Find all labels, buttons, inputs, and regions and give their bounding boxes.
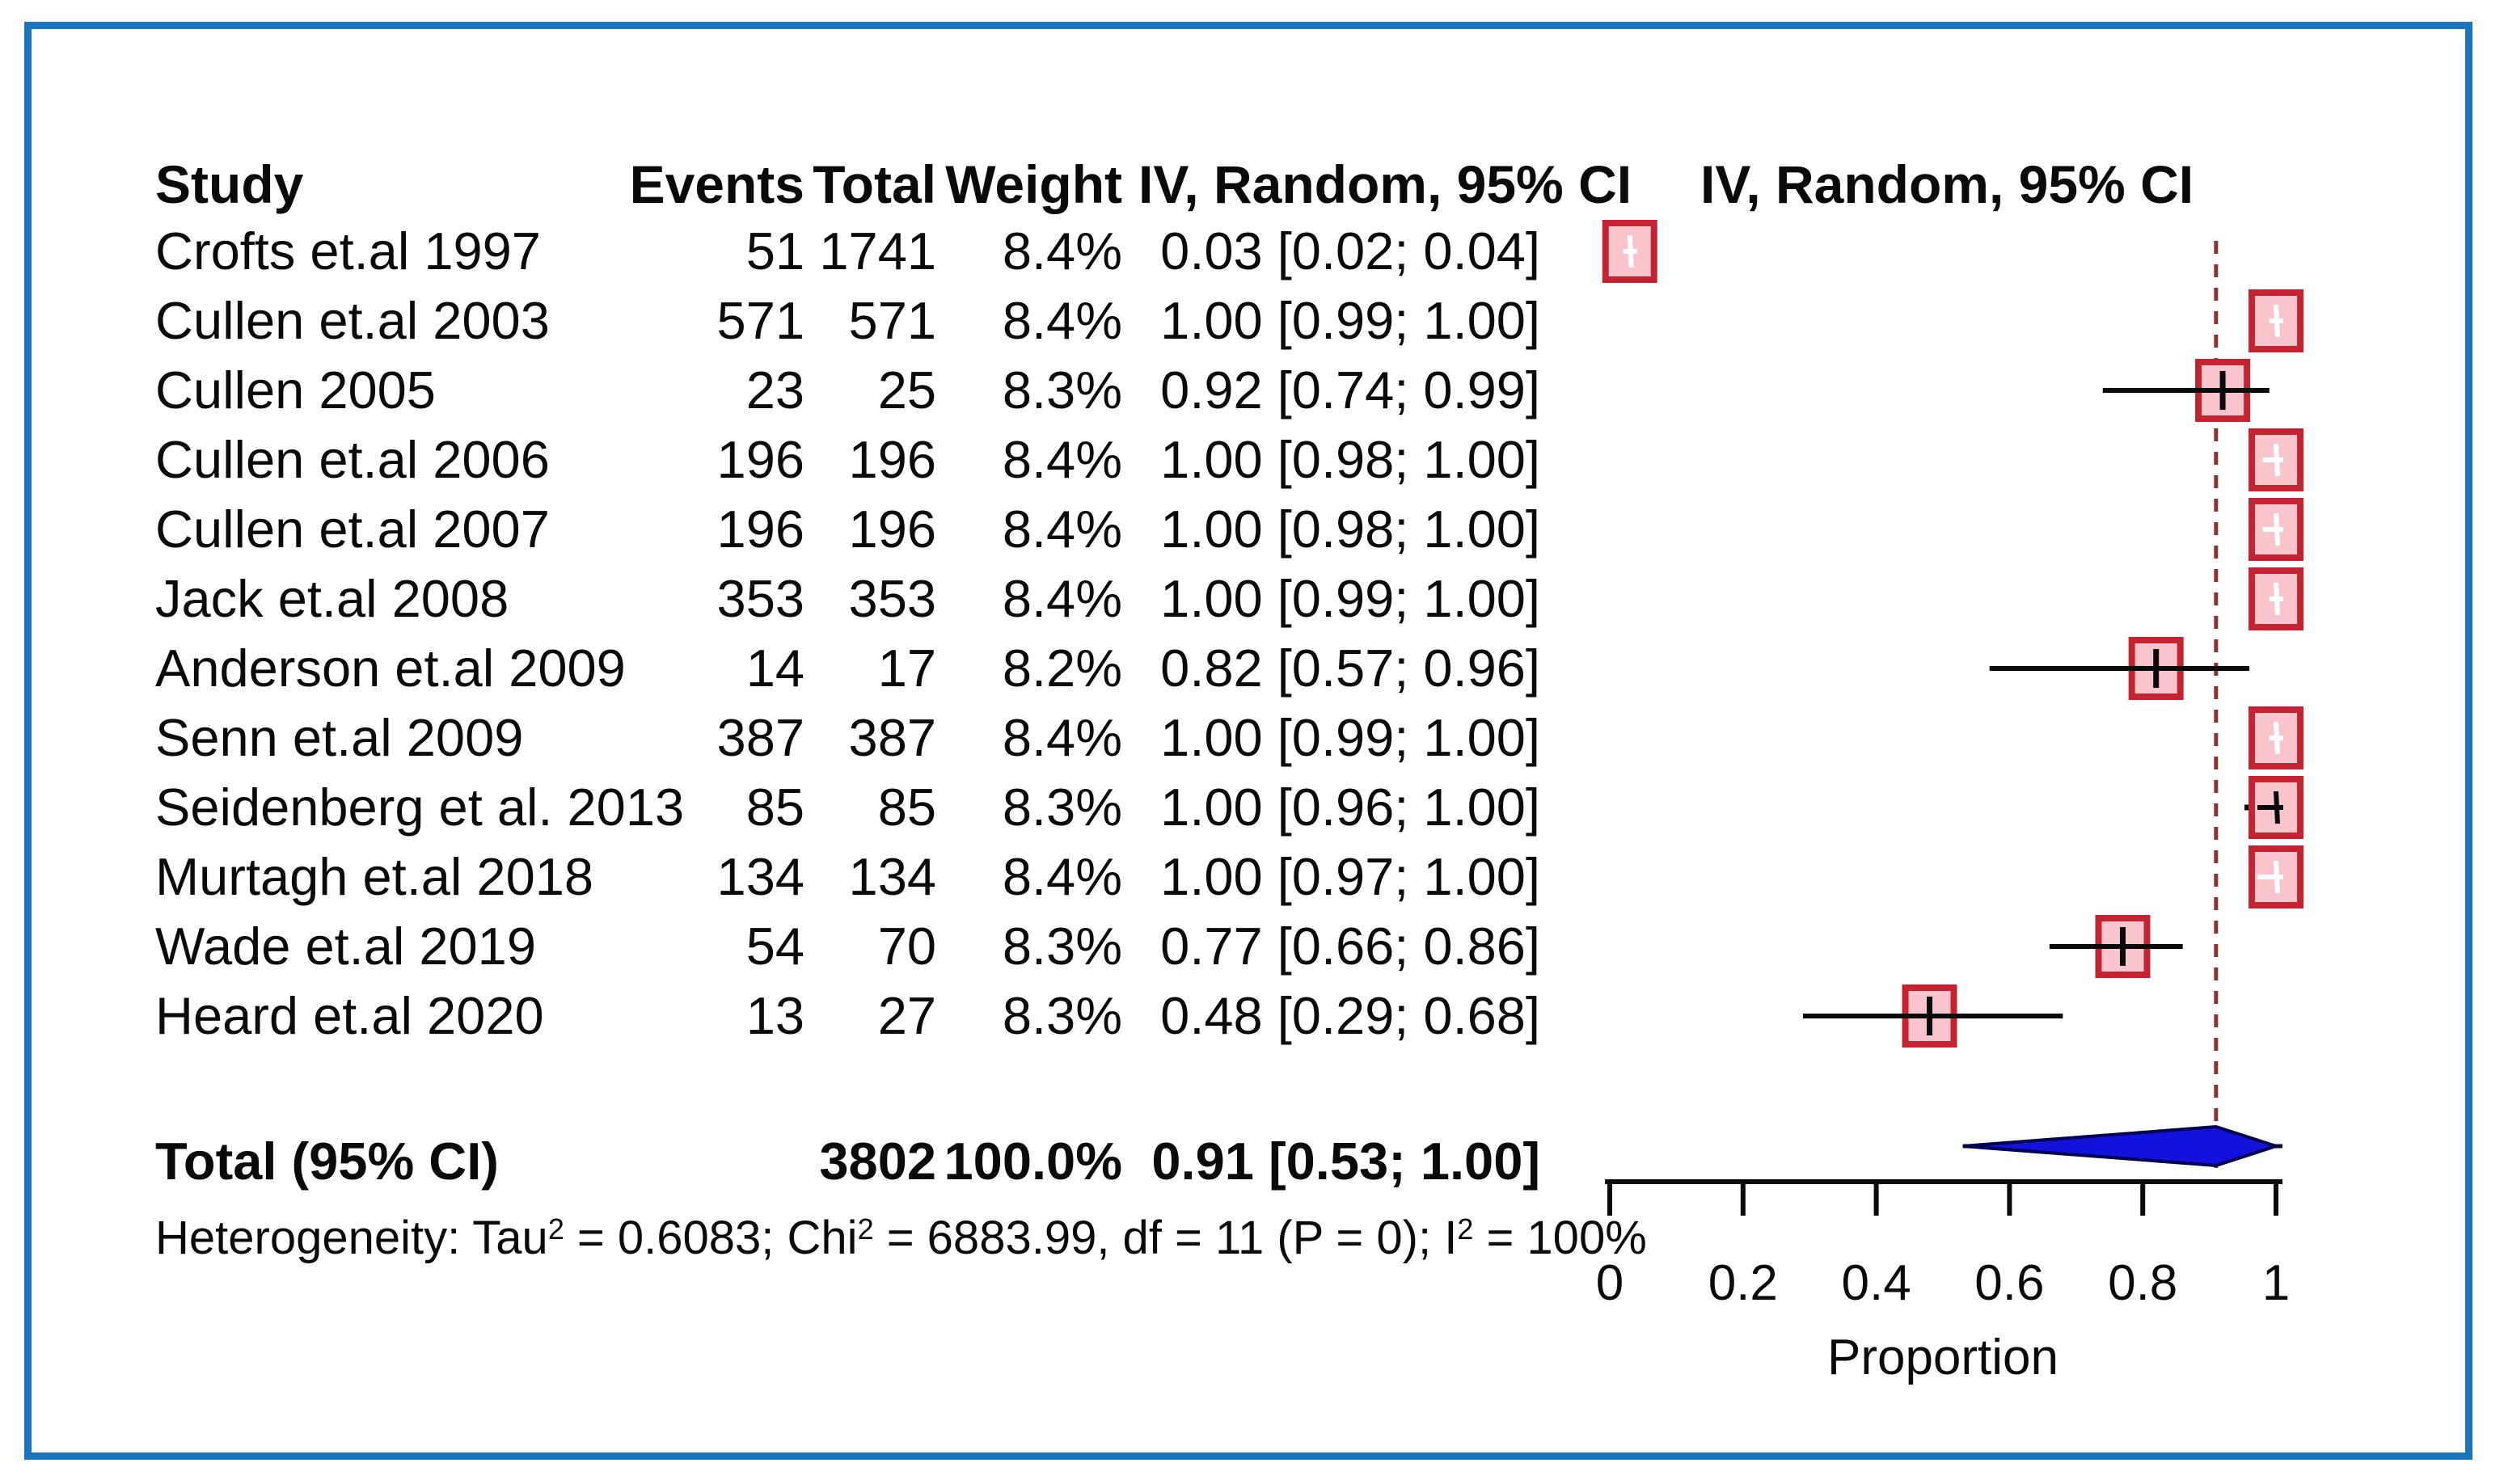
total-row-label: Total (95% CI) xyxy=(155,1132,499,1191)
estimate-tick xyxy=(2274,582,2280,616)
heterogeneity-text: = 0.6083; Chi xyxy=(564,1212,858,1264)
study-name-cell: Seidenberg et al. 2013 xyxy=(155,778,685,837)
estimate-tick xyxy=(2274,443,2280,477)
events-cell: 387 xyxy=(716,708,804,767)
study-name-cell: Crofts et.al 1997 xyxy=(155,221,541,280)
superscript: 2 xyxy=(857,1212,874,1246)
study-name-cell: Cullen et.al 2007 xyxy=(155,500,550,559)
ci-text-cell: 1.00 [0.99; 1.00] xyxy=(1160,569,1540,628)
superscript: 2 xyxy=(547,1212,564,1246)
axis-tick-label: 0.8 xyxy=(2108,1255,2177,1311)
ci-text-cell: 1.00 [0.97; 1.00] xyxy=(1160,847,1540,906)
weight-cell: 8.4% xyxy=(1002,569,1122,628)
ci-text-cell: 0.03 [0.02; 0.04] xyxy=(1160,221,1540,280)
study-name-cell: Wade et.al 2019 xyxy=(155,917,536,976)
x-axis-label: Proportion xyxy=(1827,1330,2059,1385)
axis-tick-label: 1 xyxy=(2262,1255,2290,1311)
events-cell: 51 xyxy=(745,221,804,280)
column-header-total: Total xyxy=(813,154,936,214)
events-cell: 571 xyxy=(716,291,804,350)
ci-text-cell: 0.77 [0.66; 0.86] xyxy=(1160,917,1540,976)
total-cell: 134 xyxy=(848,847,936,906)
weight-cell: 8.4% xyxy=(1002,221,1122,280)
study-marker-square xyxy=(1602,220,1657,283)
events-cell: 14 xyxy=(745,639,804,698)
study-name-cell: Senn et.al 2009 xyxy=(155,708,524,767)
weight-cell: 8.3% xyxy=(1002,986,1122,1045)
superscript: 2 xyxy=(1457,1212,1474,1246)
total-row-weight: 100.0% xyxy=(944,1132,1122,1191)
total-cell: 1741 xyxy=(819,221,936,280)
heterogeneity-text: = 100% xyxy=(1473,1212,1647,1264)
estimate-tick xyxy=(2274,721,2280,755)
study-name-cell: Heard et.al 2020 xyxy=(155,986,544,1045)
total-cell: 17 xyxy=(877,639,936,698)
study-name-cell: Jack et.al 2008 xyxy=(155,569,509,628)
ci-text-cell: 1.00 [0.96; 1.00] xyxy=(1160,778,1540,837)
ci-text-cell: 0.92 [0.74; 0.99] xyxy=(1160,360,1540,419)
estimate-tick xyxy=(2274,860,2280,894)
total-cell: 196 xyxy=(848,430,936,489)
column-header-study: Study xyxy=(155,154,304,214)
axis-tick-label: 0 xyxy=(1596,1255,1624,1311)
ci-text-cell: 1.00 [0.99; 1.00] xyxy=(1160,291,1540,350)
heterogeneity-stats: Heterogeneity: Tau2 = 0.6083; Chi2 = 688… xyxy=(155,1206,1647,1271)
ci-text-cell: 0.48 [0.29; 0.68] xyxy=(1160,986,1540,1045)
pooled-diamond xyxy=(1962,1124,2282,1168)
axis-tick-label: 0.2 xyxy=(1708,1255,1778,1311)
weight-cell: 8.4% xyxy=(1002,291,1122,350)
column-header-events: Events xyxy=(629,154,804,214)
axis-tick-label: 0.6 xyxy=(1974,1255,2044,1311)
estimate-tick xyxy=(2274,790,2280,824)
total-cell: 85 xyxy=(877,778,936,837)
total-cell: 353 xyxy=(848,569,936,628)
weight-cell: 8.3% xyxy=(1002,778,1122,837)
ci-text-cell: 1.00 [0.98; 1.00] xyxy=(1160,500,1540,559)
study-name-cell: Anderson et.al 2009 xyxy=(155,639,626,698)
column-header-weight: Weight xyxy=(945,154,1122,214)
weight-cell: 8.4% xyxy=(1002,430,1122,489)
events-cell: 196 xyxy=(716,430,804,489)
total-row-ci: 0.91 [0.53; 1.00] xyxy=(1151,1132,1540,1191)
events-cell: 353 xyxy=(716,569,804,628)
estimate-tick xyxy=(2274,512,2280,546)
weight-cell: 8.4% xyxy=(1002,500,1122,559)
study-name-cell: Cullen 2005 xyxy=(155,360,436,419)
events-cell: 13 xyxy=(745,986,804,1045)
events-cell: 134 xyxy=(716,847,804,906)
estimate-tick xyxy=(1627,234,1634,268)
axis-tick-label: 0.4 xyxy=(1841,1255,1911,1311)
total-cell: 70 xyxy=(877,917,936,976)
events-cell: 23 xyxy=(745,360,804,419)
total-cell: 27 xyxy=(877,986,936,1045)
total-cell: 25 xyxy=(877,360,936,419)
figure-border-frame xyxy=(24,22,2472,1460)
total-cell: 196 xyxy=(848,500,936,559)
ci-text-cell: 0.82 [0.57; 0.96] xyxy=(1160,639,1540,698)
study-name-cell: Cullen et.al 2003 xyxy=(155,291,550,350)
events-cell: 196 xyxy=(716,500,804,559)
heterogeneity-text: Heterogeneity: Tau xyxy=(155,1212,548,1264)
ci-text-cell: 1.00 [0.98; 1.00] xyxy=(1160,430,1540,489)
total-cell: 387 xyxy=(848,708,936,767)
total-cell: 571 xyxy=(848,291,936,350)
ci-text-cell: 1.00 [0.99; 1.00] xyxy=(1160,708,1540,767)
estimate-tick xyxy=(2274,304,2280,338)
study-name-cell: Cullen et.al 2006 xyxy=(155,430,550,489)
weight-cell: 8.3% xyxy=(1002,917,1122,976)
heterogeneity-text: = 6883.99, df = 11 (P = 0); I xyxy=(873,1212,1458,1264)
events-cell: 85 xyxy=(745,778,804,837)
plot-header-ci: IV, Random, 95% CI xyxy=(1700,154,2194,214)
weight-cell: 8.2% xyxy=(1002,639,1122,698)
study-name-cell: Murtagh et.al 2018 xyxy=(155,847,594,906)
total-row-total: 3802 xyxy=(819,1132,936,1191)
weight-cell: 8.3% xyxy=(1002,360,1122,419)
weight-cell: 8.4% xyxy=(1002,847,1122,906)
events-cell: 54 xyxy=(745,917,804,976)
weight-cell: 8.4% xyxy=(1002,708,1122,767)
